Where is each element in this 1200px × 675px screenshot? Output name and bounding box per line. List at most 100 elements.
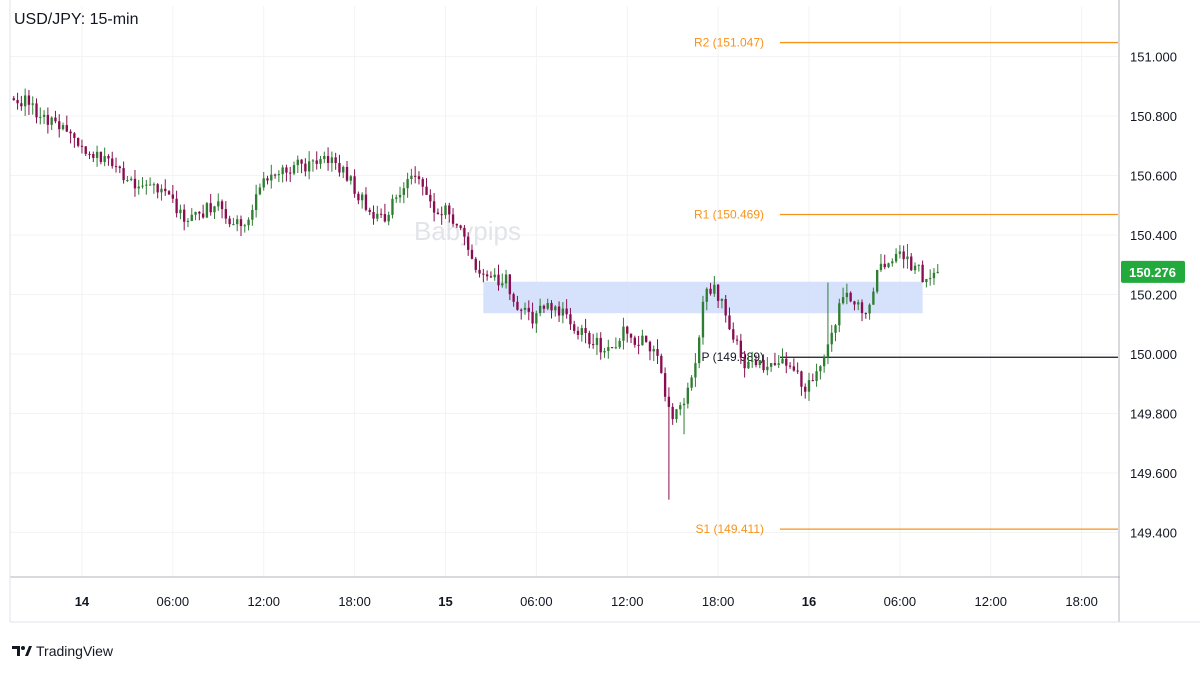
candle-body <box>815 371 818 381</box>
candle-body <box>459 225 462 228</box>
candle-body <box>478 269 481 274</box>
candle-body <box>372 212 375 219</box>
candle-body <box>236 219 239 225</box>
candle-body <box>376 213 379 219</box>
pivot-label: S1 (149.411) <box>696 522 765 536</box>
candle-body <box>228 218 231 225</box>
candle-body <box>792 366 796 371</box>
candle-body <box>898 251 902 254</box>
candle-body <box>164 188 167 192</box>
tradingview-brand[interactable]: TradingView <box>12 641 113 661</box>
candle-body <box>183 209 186 222</box>
candle-body <box>27 95 31 105</box>
candle-body <box>584 328 587 333</box>
candle-body <box>429 194 432 202</box>
x-tick-label: 14 <box>75 594 90 609</box>
candle-body <box>232 224 235 226</box>
candle-body <box>785 358 788 366</box>
axis-layer: 151.000 150.800 150.600 150.400 150.200 150.0… <box>75 50 1185 609</box>
candle-body <box>766 366 769 371</box>
candle-body <box>65 125 68 132</box>
pivot-label: R2 (151.047) <box>694 36 764 50</box>
candle-body <box>516 301 519 310</box>
candle-body <box>860 302 864 314</box>
candle-body <box>141 185 144 187</box>
candle-body <box>436 212 440 215</box>
candle-body <box>440 214 443 216</box>
candle-body <box>637 344 640 346</box>
candle-body <box>872 291 875 305</box>
candle-body <box>489 276 493 278</box>
y-tick-label: 149.400 <box>1130 525 1177 540</box>
tradingview-brand-label: TradingView <box>36 643 114 659</box>
candle-body <box>304 163 307 172</box>
candle-body <box>349 176 352 181</box>
candle-body <box>421 179 424 187</box>
candle-body <box>591 344 595 346</box>
candle-body <box>671 406 674 420</box>
candle-body <box>788 365 792 367</box>
candle-body <box>497 274 500 286</box>
x-tick-label: 18:00 <box>338 594 371 609</box>
candle-body <box>391 198 394 215</box>
candle-body <box>201 213 205 218</box>
candle-body <box>565 308 568 315</box>
candle-body <box>133 178 137 189</box>
candle-body <box>576 330 580 335</box>
price-chart[interactable]: Babypips R2 (151.047)R1 (150.469)P (149.… <box>0 0 1200 630</box>
candle-body <box>12 98 15 100</box>
candle-body <box>239 219 243 226</box>
candle-body <box>148 184 152 186</box>
last-price-label: 150.276 <box>1129 265 1176 280</box>
candle-body <box>709 288 712 294</box>
candle-body <box>42 114 46 117</box>
candle-body <box>330 157 334 164</box>
candle-body <box>92 154 95 158</box>
pivot-label: P (149.989) <box>702 350 765 364</box>
candle-body <box>205 203 209 218</box>
candle-body <box>35 103 38 118</box>
candle-body <box>474 258 477 270</box>
candle-body <box>300 159 303 164</box>
candle-body <box>906 256 909 260</box>
last-price-badge <box>1121 260 1185 283</box>
candle-body <box>698 337 701 364</box>
candle-body <box>917 264 920 266</box>
candle-body <box>660 355 663 374</box>
candle-body <box>315 160 318 164</box>
candle-body <box>289 172 292 174</box>
candle-body <box>811 380 814 382</box>
candle-body <box>292 165 296 174</box>
candle-body <box>111 158 114 167</box>
candle-body <box>198 211 201 214</box>
candle-body <box>716 284 720 301</box>
candle-body <box>701 301 705 338</box>
candle-body <box>20 103 23 107</box>
y-tick-label: 149.600 <box>1130 466 1177 481</box>
candle-body <box>527 307 530 312</box>
candle-body <box>910 256 913 271</box>
candle-body <box>360 194 364 201</box>
candle-body <box>217 201 220 207</box>
x-tick-label: 15 <box>438 594 452 609</box>
candle-body <box>266 178 269 181</box>
candle-body <box>618 340 621 348</box>
x-tick-label: 16 <box>802 594 816 609</box>
candle-body <box>705 288 708 302</box>
candle-body <box>739 340 743 358</box>
x-tick-label: 18:00 <box>1065 594 1098 609</box>
candle-body <box>834 325 837 333</box>
candle-body <box>334 157 337 164</box>
candle-body <box>845 292 849 298</box>
candle-body <box>16 99 19 104</box>
candle-body <box>694 363 697 378</box>
candle-body <box>220 201 224 210</box>
candle-body <box>130 178 133 181</box>
candle-body <box>841 297 845 304</box>
candle-body <box>402 188 405 195</box>
candle-body <box>675 409 678 420</box>
candle-body <box>69 131 72 134</box>
candle-body <box>39 116 42 118</box>
candle-body <box>80 145 84 147</box>
candle-body <box>213 206 216 213</box>
